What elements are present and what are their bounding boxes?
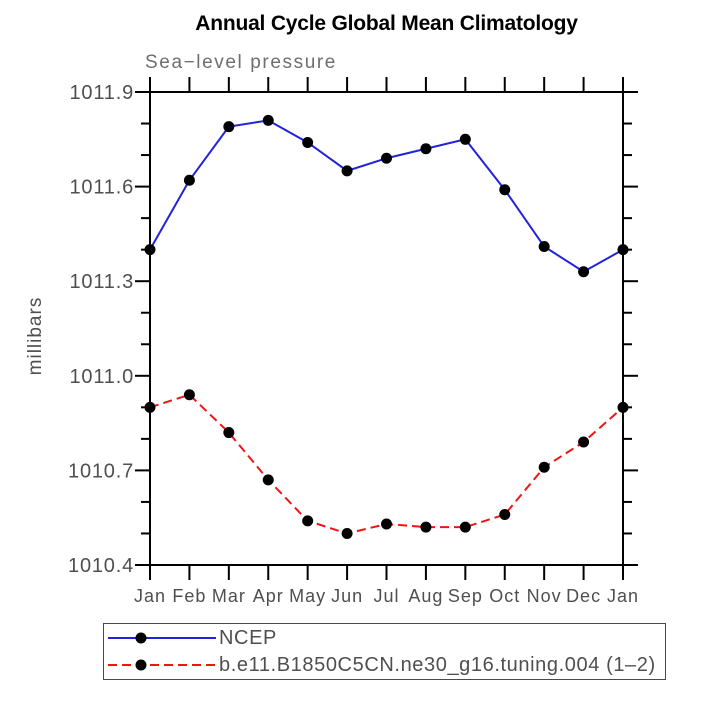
data-point — [538, 241, 550, 253]
legend-item-1: b.e11.B1850C5CN.ne30_g16.tuning.004 (1‒2… — [106, 653, 665, 677]
y-tick-label: 1011.0 — [70, 366, 135, 388]
x-tick-label: Apr — [253, 586, 284, 606]
y-tick-label: 1011.6 — [70, 177, 135, 199]
series-line-0 — [149, 119, 624, 273]
legend-sample — [108, 659, 216, 671]
series-line-1 — [149, 393, 624, 535]
y-tick-label: 1011.9 — [70, 82, 135, 104]
x-tick-label: Aug — [408, 586, 443, 606]
data-point — [302, 136, 314, 148]
legend-label: b.e11.B1850C5CN.ne30_g16.tuning.004 (1‒2… — [219, 653, 656, 676]
x-tick-label: Nov — [527, 586, 562, 606]
legend-box: NCEP b.e11.B1850C5CN.ne30_g16.tuning.004 … — [103, 623, 666, 680]
data-point — [183, 174, 195, 186]
data-point — [617, 401, 629, 413]
x-tick-label: Jan — [607, 586, 639, 606]
data-point — [262, 474, 274, 486]
chart-subtitle: Sea−level pressure — [145, 52, 337, 73]
data-point — [578, 266, 590, 278]
data-point — [302, 515, 314, 527]
data-point — [341, 165, 353, 177]
data-point — [183, 389, 195, 401]
data-point — [341, 527, 353, 539]
chart-title: Annual Cycle Global Mean Climatology — [195, 12, 578, 35]
x-tick-label: Dec — [566, 586, 601, 606]
data-point — [420, 521, 432, 533]
data-point — [144, 401, 156, 413]
data-point — [223, 427, 235, 439]
data-point — [420, 143, 432, 155]
plot-content: Jan Feb Mar Apr May Jun Jul Aug Sep Oct Nov Dec Jan1… — [68, 77, 639, 606]
data-point — [499, 184, 511, 196]
data-point — [381, 518, 392, 530]
data-point — [538, 461, 550, 473]
legend-item-0: NCEP — [106, 626, 665, 650]
x-tick-label: Feb — [172, 586, 206, 606]
x-tick-label: Sep — [448, 586, 483, 606]
legend-sample-marker — [135, 659, 147, 671]
legend-label: NCEP — [219, 626, 277, 649]
data-point — [499, 509, 511, 521]
y-tick-label: 1010.4 — [68, 555, 134, 577]
x-tick-label: Jun — [331, 586, 363, 606]
x-tick-label: Oct — [489, 586, 520, 606]
x-tick-label: Mar — [212, 586, 246, 606]
x-tick-label: Jul — [373, 586, 399, 606]
data-point — [381, 152, 392, 164]
x-tick-label: May — [289, 586, 326, 606]
legend-sample — [108, 632, 216, 644]
y-tick-label: 1011.3 — [70, 271, 135, 293]
x-tick-label: Jan — [134, 586, 166, 606]
legend-sample-marker — [135, 632, 147, 644]
data-point — [144, 244, 156, 256]
data-point — [617, 244, 629, 256]
data-point — [459, 133, 471, 145]
data-point — [262, 114, 274, 126]
data-point — [223, 121, 235, 133]
y-axis-title: millibars — [25, 297, 46, 376]
data-point — [459, 521, 471, 533]
data-point — [578, 436, 590, 448]
y-tick-label: 1010.7 — [68, 460, 134, 482]
